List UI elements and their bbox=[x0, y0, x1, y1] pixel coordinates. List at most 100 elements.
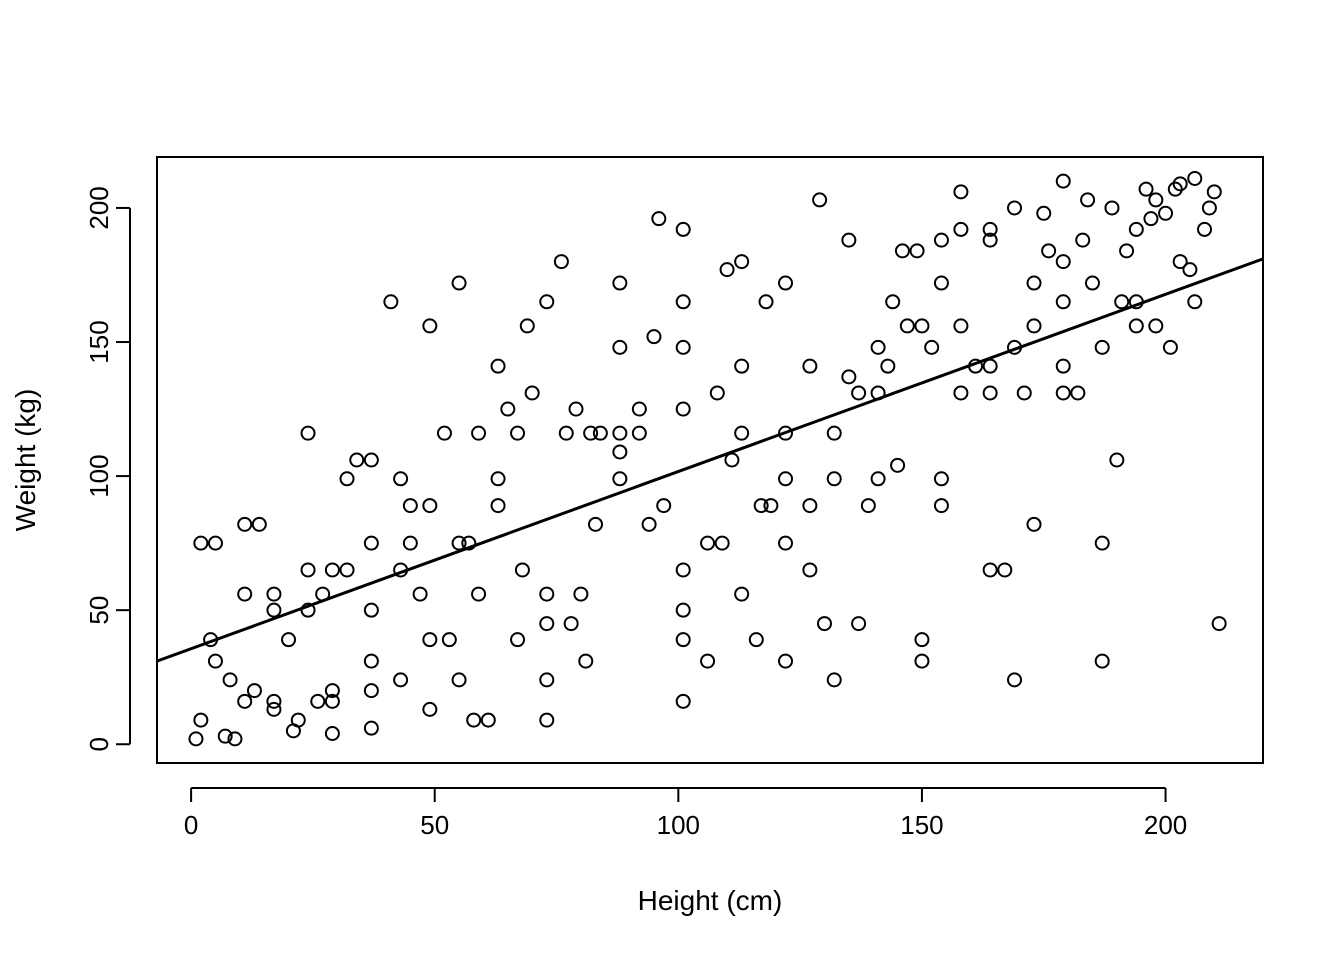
data-point bbox=[675, 562, 691, 578]
data-point bbox=[953, 221, 969, 237]
data-point bbox=[510, 425, 526, 441]
data-point bbox=[656, 498, 672, 514]
data-point bbox=[300, 425, 316, 441]
data-point bbox=[1148, 192, 1164, 208]
data-point bbox=[1182, 262, 1198, 278]
data-point bbox=[339, 471, 355, 487]
data-point bbox=[578, 653, 594, 669]
data-point bbox=[266, 701, 282, 717]
x-tick-label: 50 bbox=[420, 810, 449, 840]
data-point bbox=[778, 425, 794, 441]
data-point bbox=[675, 401, 691, 417]
data-point bbox=[1036, 205, 1052, 221]
y-tick-label: 50 bbox=[84, 596, 114, 625]
data-point bbox=[714, 535, 730, 551]
data-point bbox=[778, 471, 794, 487]
data-point bbox=[631, 425, 647, 441]
data-point bbox=[1007, 672, 1023, 688]
data-point bbox=[933, 232, 949, 248]
data-point bbox=[933, 498, 949, 514]
data-point bbox=[612, 444, 628, 460]
data-point bbox=[1055, 254, 1071, 270]
data-point bbox=[266, 602, 282, 618]
data-point bbox=[490, 358, 506, 374]
data-point bbox=[510, 632, 526, 648]
x-tick-label: 200 bbox=[1144, 810, 1187, 840]
y-tick-label: 150 bbox=[84, 320, 114, 363]
data-point bbox=[193, 712, 209, 728]
data-point bbox=[422, 318, 438, 334]
data-point bbox=[1211, 616, 1227, 632]
data-point bbox=[237, 586, 253, 602]
data-point bbox=[753, 498, 769, 514]
data-point bbox=[1055, 294, 1071, 310]
data-point bbox=[1197, 221, 1213, 237]
data-point bbox=[217, 728, 233, 744]
data-point bbox=[870, 471, 886, 487]
data-point bbox=[1172, 176, 1188, 192]
data-point bbox=[982, 232, 998, 248]
data-point bbox=[734, 254, 750, 270]
data-point bbox=[675, 602, 691, 618]
data-point bbox=[563, 616, 579, 632]
data-point bbox=[1094, 339, 1110, 355]
data-point bbox=[363, 683, 379, 699]
data-point bbox=[1026, 516, 1042, 532]
data-point bbox=[860, 498, 876, 514]
data-point bbox=[539, 616, 555, 632]
data-point bbox=[222, 672, 238, 688]
data-point bbox=[539, 672, 555, 688]
data-point bbox=[734, 586, 750, 602]
data-point bbox=[281, 632, 297, 648]
data-point bbox=[207, 535, 223, 551]
data-point bbox=[237, 516, 253, 532]
data-point bbox=[363, 535, 379, 551]
data-point bbox=[310, 693, 326, 709]
data-point bbox=[924, 339, 940, 355]
data-point bbox=[1158, 205, 1174, 221]
data-point bbox=[466, 712, 482, 728]
data-point bbox=[802, 498, 818, 514]
data-point bbox=[1172, 254, 1188, 270]
data-point bbox=[1187, 294, 1203, 310]
x-tick-label: 0 bbox=[184, 810, 198, 840]
data-point bbox=[826, 425, 842, 441]
data-point bbox=[266, 586, 282, 602]
data-point bbox=[1007, 200, 1023, 216]
data-point bbox=[422, 701, 438, 717]
data-point bbox=[1143, 211, 1159, 227]
data-point bbox=[734, 425, 750, 441]
data-point bbox=[188, 731, 204, 747]
data-point bbox=[539, 586, 555, 602]
data-point bbox=[573, 586, 589, 602]
data-point bbox=[1055, 173, 1071, 189]
data-point bbox=[675, 294, 691, 310]
data-point bbox=[1128, 318, 1144, 334]
data-point bbox=[1070, 385, 1086, 401]
data-point bbox=[461, 535, 477, 551]
data-point bbox=[933, 471, 949, 487]
data-point bbox=[558, 425, 574, 441]
data-point bbox=[349, 452, 365, 468]
data-point bbox=[870, 339, 886, 355]
data-point bbox=[393, 471, 409, 487]
data-point bbox=[539, 294, 555, 310]
data-point bbox=[193, 535, 209, 551]
data-point bbox=[393, 672, 409, 688]
y-tick-label: 0 bbox=[84, 737, 114, 751]
data-point bbox=[914, 318, 930, 334]
data-point bbox=[1119, 243, 1135, 259]
plot-frame bbox=[156, 156, 1264, 764]
data-point bbox=[436, 425, 452, 441]
data-point bbox=[300, 602, 316, 618]
data-point bbox=[802, 358, 818, 374]
data-point bbox=[675, 221, 691, 237]
x-axis: 0 50 100 150 200 bbox=[184, 787, 1187, 840]
data-point bbox=[763, 498, 779, 514]
data-point bbox=[778, 535, 794, 551]
data-point bbox=[422, 498, 438, 514]
data-point bbox=[914, 653, 930, 669]
data-point bbox=[363, 653, 379, 669]
data-point bbox=[383, 294, 399, 310]
